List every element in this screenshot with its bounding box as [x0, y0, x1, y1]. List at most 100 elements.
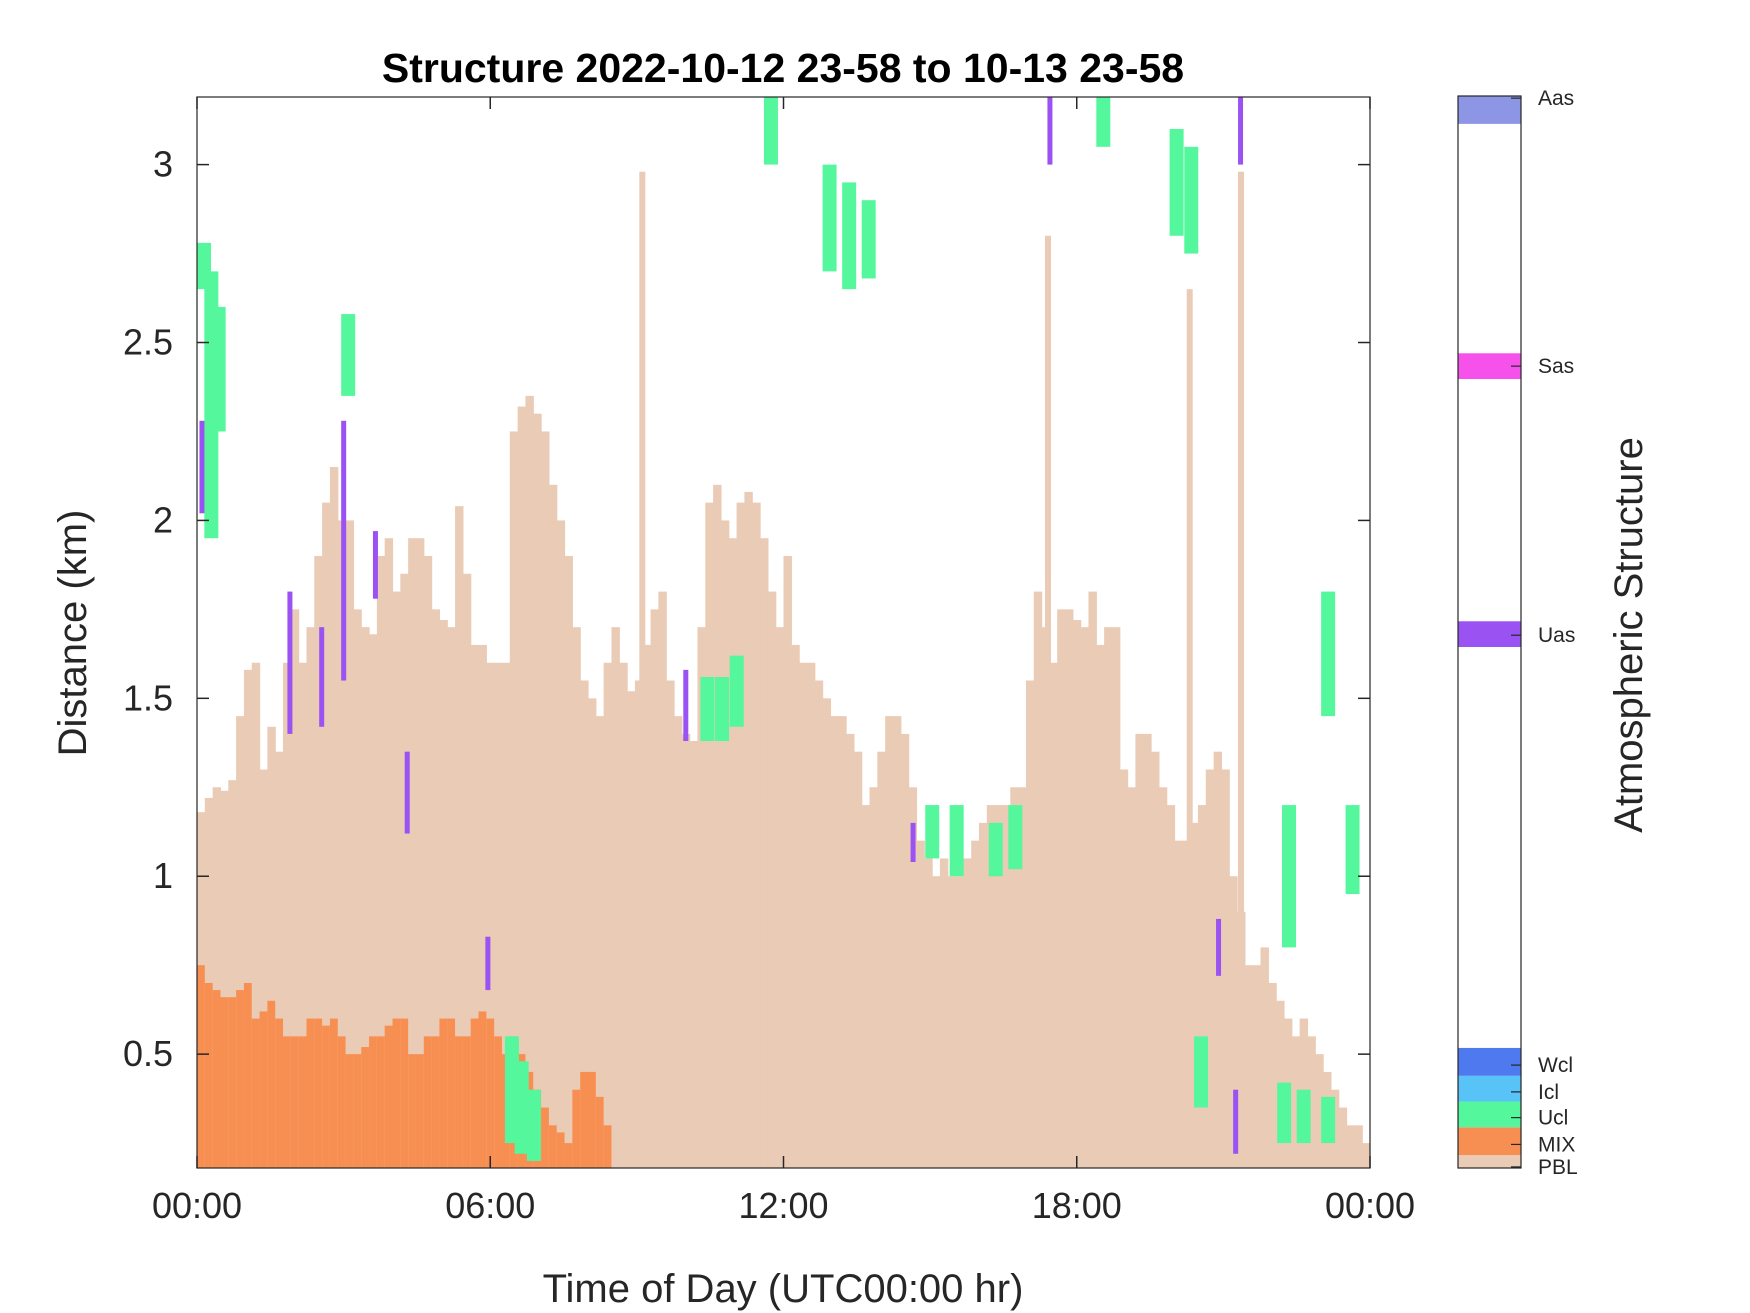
x-tick-label: 18:00: [1032, 1185, 1122, 1226]
pbl-column: [736, 502, 745, 1168]
mix-column: [392, 1018, 401, 1168]
pbl-column: [1065, 609, 1074, 1168]
structure-segment: [514, 1061, 529, 1154]
pbl-column: [658, 591, 667, 1168]
structure-segment: [1296, 1089, 1311, 1144]
pbl-column: [1033, 591, 1043, 1168]
y-tick-label: 2.5: [123, 322, 173, 363]
mix-column: [603, 1125, 613, 1168]
pbl-column: [861, 805, 871, 1168]
plot-area: [197, 97, 1371, 1169]
pbl-column: [713, 484, 722, 1168]
pbl-column: [853, 751, 863, 1168]
mix-column: [556, 1132, 566, 1168]
pbl-column: [642, 644, 652, 1168]
mix-column: [267, 1000, 276, 1168]
structure-segment: [1169, 129, 1184, 236]
pbl-column: [1190, 822, 1199, 1168]
pbl-column: [345, 520, 354, 1168]
x-axis-label: Time of Day (UTC00:00 hr): [543, 1267, 1024, 1311]
pbl-column: [212, 787, 222, 1168]
pbl-column: [525, 395, 534, 1168]
mix-column: [415, 1054, 425, 1168]
pbl-column: [814, 680, 824, 1168]
mix-column: [204, 982, 214, 1168]
structure-segment: [319, 627, 325, 727]
pbl-column: [986, 805, 996, 1168]
pbl-column: [728, 538, 738, 1168]
pbl-column: [1197, 805, 1207, 1168]
y-tick-label: 1: [153, 855, 173, 896]
structure-segment: [763, 97, 778, 165]
pbl-column: [603, 662, 613, 1168]
pbl-column: [564, 556, 573, 1168]
pbl-column: [869, 787, 878, 1168]
pbl-column: [1135, 733, 1144, 1168]
pbl-column: [689, 741, 699, 1168]
y-tick-label: 1.5: [123, 677, 173, 718]
mix-column: [595, 1096, 605, 1168]
y-axis-label: Distance (km): [51, 510, 95, 757]
pbl-column: [1111, 627, 1121, 1168]
y-tick-label: 3: [153, 144, 173, 185]
pbl-column: [650, 609, 659, 1168]
pbl-column: [1354, 1125, 1363, 1168]
structure-segment: [1216, 918, 1222, 976]
pbl-column: [705, 502, 714, 1168]
mix-column: [462, 1036, 472, 1168]
mix-column: [306, 1018, 315, 1168]
pbl-column: [947, 876, 957, 1168]
structure-segment: [842, 182, 857, 290]
pbl-column: [306, 627, 315, 1168]
pbl-column: [877, 751, 886, 1168]
pbl-column: [361, 627, 370, 1168]
pbl-column: [1049, 662, 1058, 1168]
pbl-column: [979, 822, 988, 1168]
pbl-column: [1205, 769, 1215, 1168]
pbl-column: [283, 662, 292, 1168]
pbl-spike: [639, 171, 646, 1168]
pbl-column: [1010, 787, 1019, 1168]
pbl-column: [963, 858, 972, 1168]
pbl-column: [799, 662, 808, 1168]
mix-column: [345, 1054, 354, 1168]
colorbar-label-mix: MIX: [1538, 1133, 1575, 1156]
structure-segment: [199, 420, 205, 514]
pbl-column: [1166, 805, 1176, 1168]
pbl-column: [1096, 644, 1105, 1168]
pbl-column: [541, 431, 550, 1169]
pbl-column: [1307, 1036, 1316, 1168]
mix-column: [298, 1036, 308, 1168]
pbl-column: [1260, 947, 1269, 1168]
pbl-column: [556, 520, 566, 1168]
pbl-column: [971, 840, 980, 1168]
pbl-spike: [1238, 171, 1245, 1168]
pbl-column: [251, 662, 261, 1168]
pbl-column: [775, 627, 785, 1168]
pbl-column: [478, 644, 487, 1168]
pbl-column: [767, 591, 777, 1168]
structure-segment: [988, 822, 1003, 877]
colorbar-swatch-sas: [1458, 353, 1521, 380]
mix-column: [329, 1018, 339, 1168]
mix-column: [376, 1036, 386, 1168]
pbl-column: [501, 662, 511, 1168]
mix-column: [322, 1025, 331, 1168]
mix-column: [548, 1125, 558, 1168]
mix-column: [361, 1047, 370, 1168]
colorbar-label-wcl: Wcl: [1538, 1054, 1573, 1077]
mix-column: [236, 990, 245, 1168]
pbl-column: [1127, 787, 1136, 1168]
colorbar-label-ucl: Ucl: [1538, 1107, 1568, 1130]
structure-segment: [1184, 146, 1199, 254]
pbl-column: [494, 662, 503, 1168]
mix-column: [243, 982, 253, 1168]
pbl-column: [1338, 1107, 1348, 1168]
pbl-column: [932, 876, 941, 1168]
mix-column: [283, 1036, 292, 1168]
pbl-column: [1072, 620, 1082, 1168]
structure-segment: [925, 805, 940, 859]
pbl-column: [1002, 805, 1011, 1168]
